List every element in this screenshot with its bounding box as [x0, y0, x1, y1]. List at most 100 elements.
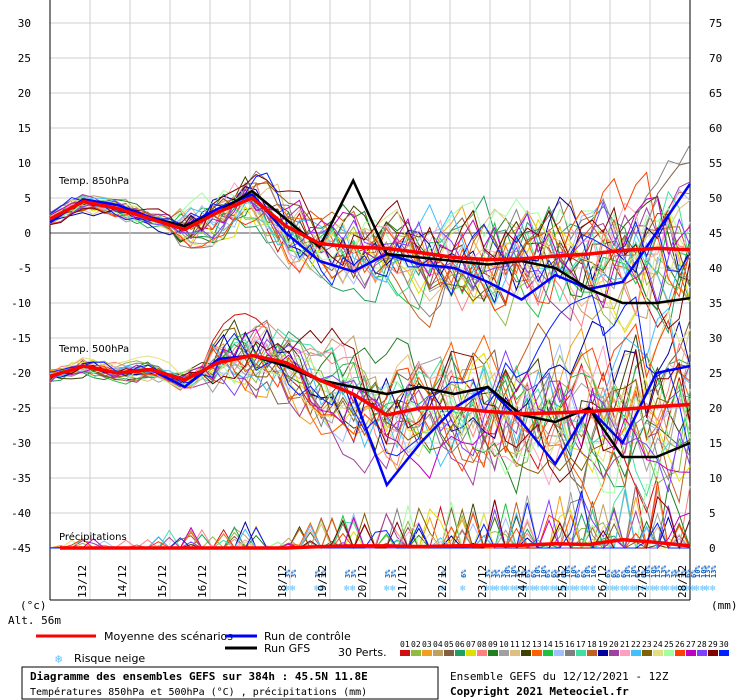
- t850-member: [49, 173, 691, 330]
- snow-percent: 6%: [524, 569, 532, 578]
- date-label: 17/12: [236, 565, 249, 598]
- perturbation-swatch: [576, 650, 586, 656]
- t500-mean-line: [49, 353, 691, 417]
- snow-percent: 3%: [680, 569, 688, 578]
- snow-percent: 6%: [560, 569, 568, 578]
- snow-percent: 6%: [574, 569, 582, 578]
- snowflake-icon: ❄: [484, 584, 490, 594]
- snowflake-icon: ❄: [710, 584, 716, 594]
- perts-label: 30 Perts.: [338, 646, 387, 659]
- snowflake-icon: ❄: [684, 584, 690, 594]
- snow-percent: 3%: [674, 569, 682, 578]
- snow-percent: 6%: [614, 569, 622, 578]
- perturbation-swatch: [664, 650, 674, 656]
- left-tick-label: 10: [18, 157, 31, 170]
- snowflake-icon: ❄: [690, 584, 696, 594]
- snowflake-icon: ❄: [624, 584, 630, 594]
- snow-percent: 6%: [610, 569, 618, 578]
- date-label: 20/12: [356, 565, 369, 598]
- snow-percent: 3%: [484, 569, 492, 578]
- perturbation-number: 07: [466, 640, 476, 649]
- snowflake-icon: ❄: [290, 584, 296, 594]
- perturbation-number: 21: [620, 640, 630, 649]
- date-label: 13/12: [76, 565, 89, 598]
- perturbation-swatch: [598, 650, 608, 656]
- snow-percent: 3%: [390, 569, 398, 578]
- perturbation-number: 09: [488, 640, 498, 649]
- perturbation-number: 01: [400, 640, 410, 649]
- precip-label: Précipitations: [59, 531, 127, 543]
- right-tick-label: 35: [709, 297, 722, 310]
- snowflake-icon: ❄: [584, 584, 590, 594]
- snowflake-icon: ❄: [694, 584, 700, 594]
- snow-percent: 3%: [314, 569, 322, 578]
- right-tick-label: 10: [709, 472, 722, 485]
- snow-percent: 10%: [584, 565, 592, 578]
- right-tick-label: 0: [709, 542, 716, 555]
- perturbation-swatch: [411, 650, 421, 656]
- perturbation-swatch: [422, 650, 432, 656]
- perturbation-number: 16: [565, 640, 575, 649]
- t500-member: [49, 354, 691, 494]
- perturbation-number: 25: [664, 640, 674, 649]
- right-tick-label: 30: [709, 332, 722, 345]
- snowflake-icon: ❄: [55, 652, 62, 666]
- date-label: 26/12: [596, 565, 609, 598]
- left-tick-label: 30: [18, 17, 31, 30]
- snowflake-icon: ❄: [620, 584, 626, 594]
- snow-percent: 10%: [534, 565, 542, 578]
- snowflake-icon: ❄: [284, 584, 290, 594]
- left-unit: (°c): [20, 599, 47, 612]
- snowflake-icon: ❄: [614, 584, 620, 594]
- snowflake-icon: ❄: [660, 584, 666, 594]
- perturbation-swatch: [477, 650, 487, 656]
- footer-box: [21, 666, 439, 700]
- copyright: Copyright 2021 Meteociel.fr: [450, 685, 629, 698]
- perturbation-swatch: [708, 650, 718, 656]
- snow-percent: 6%: [550, 569, 558, 578]
- snowflake-icon: ❄: [634, 584, 640, 594]
- snow-percent: 3%: [514, 569, 522, 578]
- perturbation-number: 10: [499, 640, 509, 649]
- perturbation-swatch: [554, 650, 564, 656]
- perturbation-swatch: [675, 650, 685, 656]
- perturbation-swatch: [521, 650, 531, 656]
- t850-label: Temp. 850hPa: [58, 176, 129, 187]
- mean-legend-label: Moyenne des scénarios: [104, 630, 233, 643]
- snowflake-icon: ❄: [580, 584, 586, 594]
- perturbation-number: 13: [532, 640, 542, 649]
- perturbation-swatch: [609, 650, 619, 656]
- perturbation-number: 05: [444, 640, 454, 649]
- t500-member: [49, 355, 691, 487]
- snowflake-icon: ❄: [544, 584, 550, 594]
- snow-percent: 6%: [460, 569, 468, 578]
- snowflake-icon: ❄: [510, 584, 516, 594]
- snow-percent: 3%: [494, 569, 502, 578]
- snowflake-icon: ❄: [494, 584, 500, 594]
- snow-percent: 6%: [690, 569, 698, 578]
- snow-percent: 13%: [710, 565, 718, 578]
- control-legend-label: Run de contrôle: [264, 630, 351, 643]
- snowflake-icon: ❄: [550, 584, 556, 594]
- left-tick-label: 5: [24, 192, 31, 205]
- snowflake-icon: ❄: [574, 584, 580, 594]
- right-tick-label: 15: [709, 437, 722, 450]
- perturbation-swatch: [510, 650, 520, 656]
- right-tick-label: 20: [709, 402, 722, 415]
- precip-mean-line: [60, 537, 691, 550]
- snowflake-icon: ❄: [670, 584, 676, 594]
- perturbation-number: 22: [631, 640, 641, 649]
- perturbation-number: 30: [719, 640, 729, 649]
- snowflake-icon: ❄: [674, 584, 680, 594]
- perturbation-number: 20: [609, 640, 619, 649]
- snowflake-icon: ❄: [320, 584, 326, 594]
- perturbation-swatch: [587, 650, 597, 656]
- snow-risk-marks: 3%❄3%❄3%❄3%❄3%❄3%❄3%❄3%❄3%❄6%❄3%❄3%❄3%❄3…: [284, 565, 718, 594]
- date-label: 25/12: [556, 565, 569, 598]
- snow-percent: 10%: [700, 565, 708, 578]
- snowflake-icon: ❄: [590, 584, 596, 594]
- snow-percent: 6%: [544, 569, 552, 578]
- left-tick-label: -15: [11, 332, 31, 345]
- snowflake-icon: ❄: [500, 584, 506, 594]
- snowflake-icon: ❄: [514, 584, 520, 594]
